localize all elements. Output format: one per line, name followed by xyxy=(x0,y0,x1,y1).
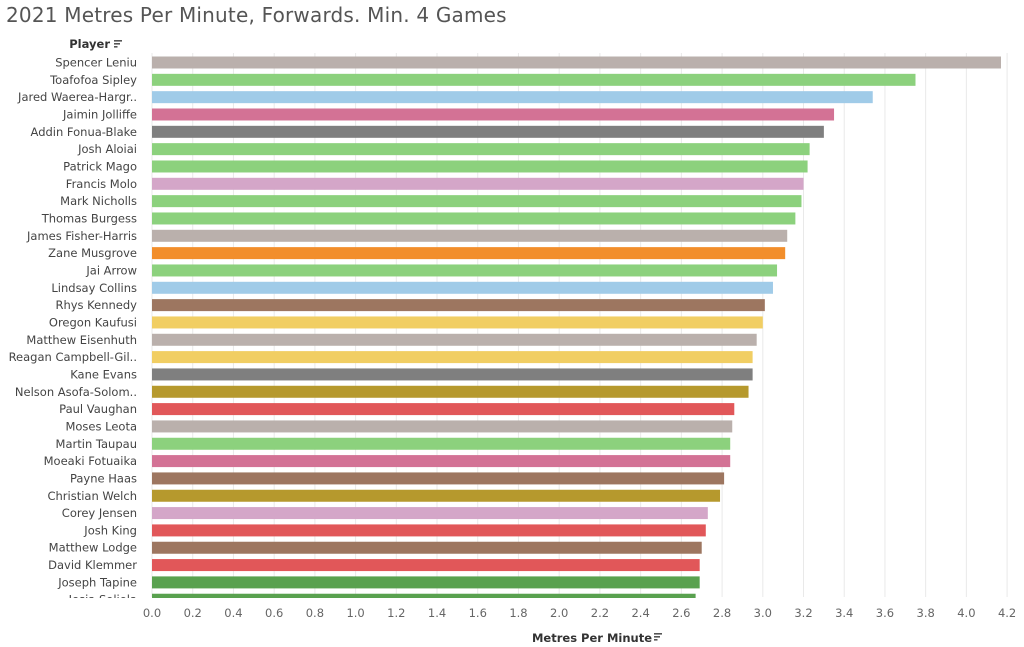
bar[interactable] xyxy=(152,541,702,554)
player-label[interactable]: Addin Fonua-Blake xyxy=(31,125,137,139)
chart-title: 2021 Metres Per Minute, Forwards. Min. 4… xyxy=(6,3,507,27)
bar[interactable] xyxy=(152,507,708,520)
sort-icon[interactable] xyxy=(654,633,662,641)
player-label[interactable]: Jai Arrow xyxy=(85,263,137,277)
x-tick-label: 1.0 xyxy=(346,606,364,620)
row-labels-layer: Spencer Leniu Toafofoa Sipley Jared Waerea… xyxy=(9,56,138,607)
player-label[interactable]: Rhys Kennedy xyxy=(55,298,137,312)
player-label[interactable]: Kane Evans xyxy=(70,367,137,381)
player-label[interactable]: Moses Leota xyxy=(65,419,137,433)
row-header-label: Player xyxy=(69,37,110,51)
x-tick-label: 1.8 xyxy=(509,606,527,620)
x-tick-label: 0.0 xyxy=(143,606,161,620)
x-tick-label: 3.6 xyxy=(876,606,894,620)
player-label[interactable]: Moeaki Fotuaika xyxy=(44,454,137,468)
x-tick-label: 4.2 xyxy=(998,606,1016,620)
player-label[interactable]: Jaimin Jolliffe xyxy=(62,107,137,121)
bar[interactable] xyxy=(152,247,786,260)
bar[interactable] xyxy=(152,351,753,364)
player-label[interactable]: Patrick Mago xyxy=(63,159,137,173)
player-label[interactable]: Corey Jensen xyxy=(62,506,137,520)
x-tick-label: 3.2 xyxy=(794,606,812,620)
row-header[interactable]: Player xyxy=(69,37,122,51)
bar[interactable] xyxy=(152,316,763,329)
player-label[interactable]: Joseph Tapine xyxy=(57,575,137,589)
player-label[interactable]: Matthew Eisenhuth xyxy=(26,333,137,347)
bar[interactable] xyxy=(152,229,788,242)
bar[interactable] xyxy=(152,160,808,173)
bar[interactable] xyxy=(152,143,810,156)
bar[interactable] xyxy=(152,125,824,138)
x-tick-label: 1.6 xyxy=(469,606,487,620)
bar[interactable] xyxy=(152,108,835,121)
player-label[interactable]: Payne Haas xyxy=(70,471,137,485)
x-axis-title: Metres Per Minute xyxy=(532,631,652,645)
bar[interactable] xyxy=(152,281,773,294)
bar[interactable] xyxy=(152,403,735,416)
player-label[interactable]: David Klemmer xyxy=(48,558,137,572)
player-label[interactable]: Zane Musgrove xyxy=(48,246,137,260)
x-tick-label: 1.4 xyxy=(428,606,446,620)
bar[interactable] xyxy=(152,420,733,433)
x-tick-label: 2.2 xyxy=(591,606,609,620)
x-tick-label: 3.8 xyxy=(917,606,935,620)
player-label[interactable]: Oregon Kaufusi xyxy=(49,315,137,329)
player-label[interactable]: Josia Soliola xyxy=(68,593,137,607)
bar[interactable] xyxy=(152,593,696,606)
bar[interactable] xyxy=(152,299,765,312)
bar[interactable] xyxy=(152,91,873,104)
bar[interactable] xyxy=(152,212,796,225)
player-label[interactable]: Lindsay Collins xyxy=(51,281,137,295)
player-label[interactable]: James Fisher-Harris xyxy=(26,229,137,243)
bar[interactable] xyxy=(152,524,706,537)
bar[interactable] xyxy=(152,455,731,468)
player-label[interactable]: Josh King xyxy=(83,523,137,537)
bar[interactable] xyxy=(152,437,731,450)
player-label[interactable]: Josh Aloiai xyxy=(77,142,137,156)
player-label[interactable]: Spencer Leniu xyxy=(55,56,137,70)
bar[interactable] xyxy=(152,576,700,589)
x-tick-label: 1.2 xyxy=(387,606,405,620)
sort-icon[interactable] xyxy=(114,40,122,48)
x-tick-label: 2.0 xyxy=(550,606,568,620)
x-tick-label: 0.8 xyxy=(306,606,324,620)
x-tick-label: 0.4 xyxy=(224,606,242,620)
x-tick-label: 2.6 xyxy=(672,606,690,620)
player-label[interactable]: Toafofoa Sipley xyxy=(49,73,137,87)
player-label[interactable]: Matthew Lodge xyxy=(49,541,137,555)
bar[interactable] xyxy=(152,368,753,381)
bar[interactable] xyxy=(152,472,725,485)
x-tick-label: 4.0 xyxy=(957,606,975,620)
x-tick-label: 2.4 xyxy=(631,606,649,620)
x-ticks-layer: 0.0 0.2 0.4 0.6 0.8 1.0 1.2 1.4 1.6 1.8 2.0 2.2 2.4 2… xyxy=(143,606,1016,620)
player-label[interactable]: Francis Molo xyxy=(66,177,137,191)
bar[interactable] xyxy=(152,385,749,398)
player-label[interactable]: Reagan Campbell-Gil.. xyxy=(9,350,137,364)
x-tick-label: 3.4 xyxy=(835,606,853,620)
player-label[interactable]: Jared Waerea-Hargr.. xyxy=(17,90,137,104)
player-label[interactable]: Nelson Asofa-Solom.. xyxy=(15,385,137,399)
bar[interactable] xyxy=(152,195,802,208)
player-label[interactable]: Martin Taupau xyxy=(56,437,137,451)
bar[interactable] xyxy=(152,489,721,502)
bar[interactable] xyxy=(152,177,804,190)
player-label[interactable]: Christian Welch xyxy=(47,489,137,503)
player-label[interactable]: Mark Nicholls xyxy=(60,194,137,208)
x-axis-header[interactable]: Metres Per Minute xyxy=(532,631,662,645)
bar[interactable] xyxy=(152,56,1001,69)
player-label[interactable]: Paul Vaughan xyxy=(59,402,137,416)
player-label[interactable]: Thomas Burgess xyxy=(41,211,137,225)
x-tick-label: 0.2 xyxy=(184,606,202,620)
bar[interactable] xyxy=(152,73,916,86)
x-tick-label: 2.8 xyxy=(713,606,731,620)
x-tick-label: 0.6 xyxy=(265,606,283,620)
bar[interactable] xyxy=(152,333,757,346)
bars-layer xyxy=(152,56,1001,606)
bar[interactable] xyxy=(152,264,778,277)
bar[interactable] xyxy=(152,559,700,572)
x-tick-label: 3.0 xyxy=(754,606,772,620)
